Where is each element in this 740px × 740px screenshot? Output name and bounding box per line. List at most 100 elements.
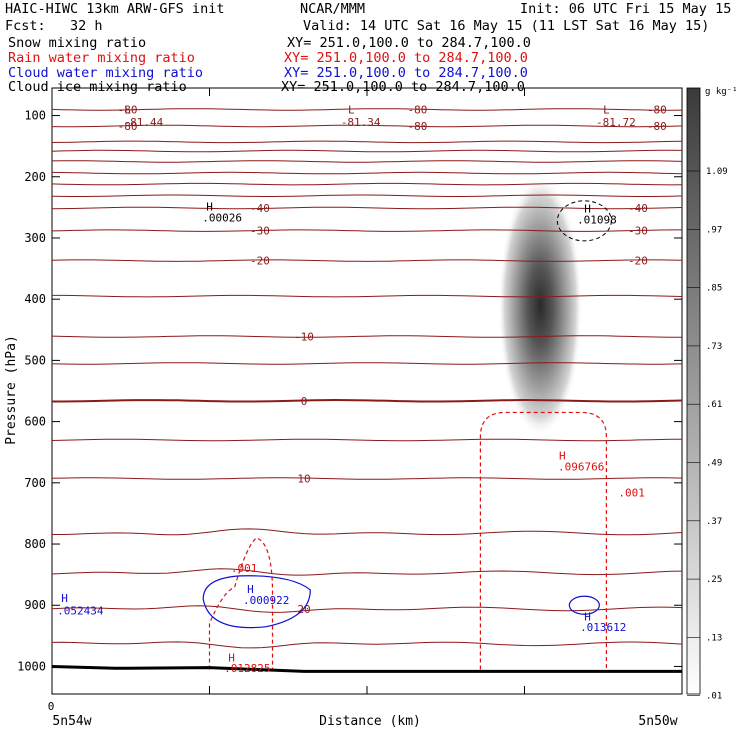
cloud-water-contour [202,575,311,629]
colorbar-label: .61 [706,400,722,410]
temperature-contour [51,140,683,144]
temperature-label: -20 [250,255,270,268]
snow-maximum [498,176,583,437]
temperature-label: -80 [407,103,427,116]
plot-frame [51,87,683,695]
terrain-line [51,664,682,673]
temperature-contour [51,259,683,262]
temperature-contour [51,124,683,128]
contour-annotation: .001 [618,486,645,499]
y-axis-ticks: 100 200 300 400 500 600 700 800 900 1000 [17,109,682,673]
contour-annotation: L [603,104,610,117]
contour-annotation: L [348,104,355,117]
y-axis-label: Pressure (hPa) [4,335,19,445]
contour-annotation: .096766 [558,461,604,474]
colorbar-label: .73 [706,342,722,352]
contour-annotation: .01098 [577,213,617,226]
rain-contour [208,537,274,670]
temperature-contour [51,362,683,365]
cloud-ice-contour [556,200,612,242]
contour-annotation: H [61,592,68,605]
temperature-label: 10 [297,473,310,486]
temperature-label: -80 [118,103,138,116]
y-tick-label: 100 [24,109,46,123]
y-tick-label: 600 [24,415,46,429]
contour-annotation: H [584,202,591,215]
temperature-contour [51,182,683,186]
y-tick-label: 800 [24,537,46,551]
temperature-contour [51,641,683,649]
temperature-contours: -80 -80 -80 -80 -80 -80 -40 -40 -30 -30 -20 -20 -10 0… [51,103,683,649]
colorbar-label: .01 [706,692,722,702]
header-center: NCAR/MMM [300,1,366,17]
field-cloudice-xy: XY= 251.0,100.0 to 284.7,100.0 [281,79,525,95]
contour-annotation: H [228,652,235,665]
y-tick-label: 1000 [17,659,46,673]
field-rain-name: Rain water mixing ratio [8,50,195,66]
temperature-label: 20 [297,603,310,616]
temperature-label: -80 [118,120,138,133]
contour-annotation: .013612 [580,621,626,634]
contour-labels: L-81.44L-81.34L-81.72H.00026H.01098H.096… [57,104,645,675]
y-tick-label: 900 [24,598,46,612]
y-tick-label: 200 [24,170,46,184]
temperature-label: -30 [628,225,648,238]
contour-annotation: H [584,611,591,624]
field-cloudwater-xy: XY= 251.0,100.0 to 284.7,100.0 [284,65,528,81]
colorbar-label: .85 [706,284,722,294]
temperature-contour [51,160,683,163]
temperature-label: -80 [407,120,427,133]
header-valid: Valid: 14 UTC Sat 16 May 15 (11 LST Sat … [303,18,710,34]
contour-annotation: -81.34 [341,116,381,129]
field-snow-xy: XY= 251.0,100.0 to 284.7,100.0 [287,35,531,51]
cloud-water-contour [568,595,600,615]
contour-annotation: -81.44 [123,116,163,129]
contour-annotation: -81.72 [596,116,636,129]
colorbar: 1.09 .97 .85 .73 .61 .49 .37 .25 .13 .01 [686,87,728,702]
y-tick-label: 500 [24,353,46,367]
contour-annotation: .00026 [202,211,242,224]
contour-annotation: .052434 [57,604,104,617]
temperature-contour [51,229,682,232]
y-tick-label: 400 [24,292,46,306]
x-axis-label: Distance (km) [319,714,421,729]
colorbar-label: .97 [706,225,722,235]
colorbar-label: .13 [706,633,722,643]
temperature-label: -10 [294,331,314,344]
temperature-label: -80 [647,103,667,116]
header-init: Init: 06 UTC Fri 15 May 15 [520,1,732,17]
colorbar-label: .37 [706,517,722,527]
colorbar-label: .25 [706,575,722,585]
colorbar-unit: g kg⁻¹ [705,87,738,97]
contour-annotation: .001 [231,562,258,575]
temperature-label: -40 [628,202,648,215]
colorbar-label: .49 [706,459,722,469]
x-left-label: 5n54w [52,714,91,729]
temperature-contour [51,108,683,111]
temperature-contour [51,194,683,197]
field-rain-xy: XY= 251.0,100.0 to 284.7,100.0 [284,50,528,66]
temperature-contour [51,149,683,153]
x-axis-ticks [51,88,683,694]
contour-annotation: L [124,104,131,117]
y-tick-label: 700 [24,476,46,490]
field-cloudice-name: Cloud ice mixing ratio [8,79,187,95]
temperature-contour [51,477,683,480]
temperature-label: -40 [250,202,270,215]
contour-annotation: H [247,583,254,596]
temperature-contour [52,528,683,536]
colorbar-label: 1.09 [706,167,728,177]
rain-contour [479,411,607,670]
temperature-contour [51,605,683,613]
temperature-contour [52,294,683,298]
temperature-contour [51,206,683,210]
x-right-label: 5n50w [638,714,677,729]
contour-annotation: .000922 [243,594,289,607]
contour-annotation: H [206,200,213,213]
x-origin-label: 0 [48,700,55,713]
temperature-contour [51,335,683,338]
temperature-contour [51,438,683,442]
y-tick-label: 300 [24,231,46,245]
contour-annotation: H [559,450,566,463]
